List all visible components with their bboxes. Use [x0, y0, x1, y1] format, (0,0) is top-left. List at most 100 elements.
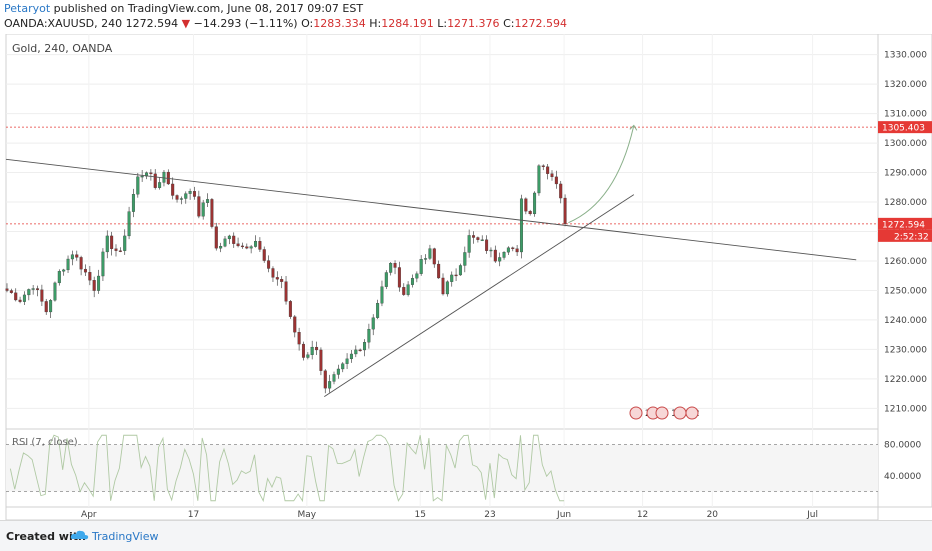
price-level-label: 1305.403 — [882, 124, 925, 134]
candle-body — [284, 281, 288, 302]
candle-body — [31, 288, 35, 290]
candle-body — [371, 317, 375, 330]
candle-body — [22, 294, 26, 302]
last-price: 1272.594 — [125, 17, 179, 30]
candle-body — [197, 196, 201, 217]
rsi-tick-label: 80.0000 — [884, 441, 921, 451]
candle-body — [219, 246, 223, 249]
candle-body — [188, 191, 192, 194]
candle-body — [528, 211, 532, 215]
candle-body — [175, 195, 179, 200]
trendline — [5, 158, 857, 261]
candle-body — [70, 254, 74, 260]
price-axis[interactable] — [877, 33, 932, 508]
candle-body — [66, 258, 70, 271]
candle-body — [437, 263, 441, 279]
candle-body — [502, 251, 506, 258]
chart-panel[interactable]: 1210.000 1220.000 1230.000 1240.000 1250.000… — [0, 33, 932, 521]
price-level-tag — [878, 121, 932, 134]
candle-body — [489, 249, 493, 252]
candle-body — [363, 342, 367, 351]
candle-body — [162, 171, 166, 183]
x-tick-label: 12 — [637, 510, 648, 520]
candle-body — [236, 243, 240, 247]
candle-body — [367, 328, 371, 343]
candle-body — [223, 238, 227, 247]
y-tick-label: 1260.000 — [884, 257, 927, 267]
candle-body — [127, 211, 131, 237]
candle-body — [384, 272, 388, 287]
candle-body — [541, 165, 545, 167]
projection-curve — [568, 125, 635, 224]
candle-body — [83, 268, 87, 273]
candle-body — [354, 349, 358, 355]
candle-body — [14, 292, 18, 301]
candle-body — [214, 226, 218, 249]
close-label: C: — [503, 17, 515, 30]
candle-body — [18, 299, 22, 302]
candle-body — [380, 286, 384, 304]
candle-body — [563, 197, 567, 224]
x-tick-label: 23 — [484, 510, 495, 520]
candle-body — [201, 202, 205, 217]
y-tick-label: 1240.000 — [884, 316, 927, 326]
candle-body — [419, 259, 423, 274]
trendline — [324, 194, 635, 397]
candle-body — [262, 249, 266, 261]
trend-drawings — [5, 124, 857, 397]
candle-body — [136, 176, 140, 195]
published-text: published on TradingView.com, June 08, 2… — [50, 2, 364, 15]
y-tick-label: 1320.000 — [884, 80, 927, 90]
x-tick-label: 17 — [188, 510, 199, 520]
candle-body — [485, 239, 489, 251]
author-link[interactable]: Petaryot — [4, 2, 51, 15]
candle-body — [75, 254, 79, 258]
candle-body — [5, 288, 9, 291]
candle-body — [376, 303, 380, 318]
tradingview-link[interactable]: TradingView — [92, 530, 159, 543]
candle-body — [53, 282, 57, 301]
candle-body — [88, 272, 92, 281]
time-axis[interactable] — [5, 506, 879, 521]
chart-svg[interactable]: 1210.000 1220.000 1230.000 1240.000 1250.000… — [0, 33, 932, 521]
event-badge-group[interactable]: 10 3 2 — [655, 406, 700, 420]
symbol-label: OANDA:XAUUSD, 240 — [4, 17, 123, 30]
y-tick-label: 1330.000 — [884, 51, 927, 61]
event-badges[interactable]: 2 10 3 2 — [629, 406, 700, 420]
candle-body — [297, 332, 301, 345]
candle-body — [140, 175, 144, 178]
candle-body — [171, 183, 175, 196]
candle-body — [271, 268, 275, 278]
rsi-series: 80.0000 40.0000 — [6, 434, 921, 503]
candle-body — [498, 257, 502, 262]
candle-body — [131, 194, 135, 212]
candle-body — [441, 277, 445, 295]
open-label: O: — [301, 17, 314, 30]
candle-body — [463, 252, 467, 266]
candle-body — [275, 277, 279, 280]
candle-body — [506, 247, 510, 253]
price-level-tag — [878, 217, 932, 230]
candle-body — [428, 248, 432, 259]
candle-body — [397, 267, 401, 288]
countdown-tag — [878, 229, 932, 242]
candle-body — [57, 271, 61, 284]
event-badge-us[interactable]: 2 — [629, 406, 660, 420]
rsi-line — [9, 434, 565, 503]
candle-body — [105, 235, 109, 253]
candle-body — [310, 346, 314, 355]
low-label: L: — [437, 17, 448, 30]
candle-body — [480, 239, 484, 241]
candle-body — [210, 199, 214, 227]
candle-body — [511, 247, 515, 249]
close-value: 1272.594 — [514, 17, 567, 30]
candle-body — [406, 284, 410, 295]
price-levels: 1305.403 1272.594 2:52:32 — [6, 121, 932, 242]
x-axis-labels: Apr 17 May 15 23 Jun 12 20 Jul — [81, 510, 818, 520]
y-tick-label: 1290.000 — [884, 169, 927, 179]
candle-body — [293, 316, 297, 333]
candle-body — [192, 191, 196, 197]
y-tick-label: 1310.000 — [884, 110, 927, 120]
x-tick-label: Jul — [806, 510, 818, 520]
candle-body — [524, 198, 528, 212]
